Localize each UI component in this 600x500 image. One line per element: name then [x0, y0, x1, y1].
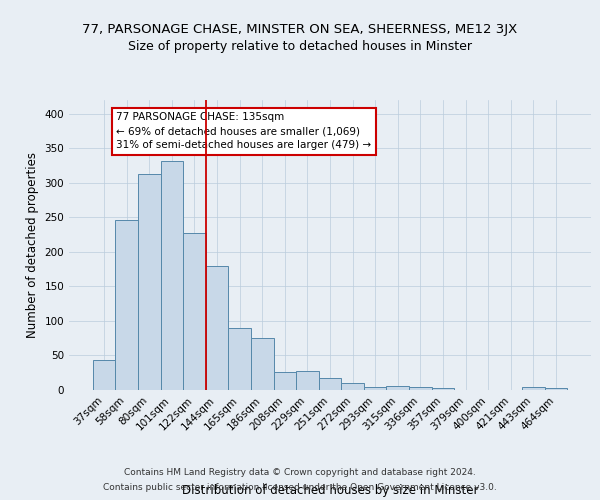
- Bar: [545, 388, 567, 390]
- Text: Size of property relative to detached houses in Minster: Size of property relative to detached ho…: [128, 40, 472, 53]
- Bar: [386, 386, 409, 390]
- Bar: [183, 232, 206, 390]
- Bar: [364, 386, 386, 390]
- Bar: [93, 360, 115, 390]
- Bar: [296, 372, 319, 390]
- Bar: [251, 338, 274, 390]
- Bar: [431, 388, 454, 390]
- Bar: [229, 328, 251, 390]
- Text: 77, PARSONAGE CHASE, MINSTER ON SEA, SHEERNESS, ME12 3JX: 77, PARSONAGE CHASE, MINSTER ON SEA, SHE…: [82, 22, 518, 36]
- Y-axis label: Number of detached properties: Number of detached properties: [26, 152, 39, 338]
- Bar: [341, 383, 364, 390]
- Text: Contains public sector information licensed under the Open Government Licence v3: Contains public sector information licen…: [103, 483, 497, 492]
- Bar: [319, 378, 341, 390]
- Bar: [409, 386, 431, 390]
- Bar: [274, 372, 296, 390]
- Bar: [206, 266, 229, 390]
- X-axis label: Distribution of detached houses by size in Minster: Distribution of detached houses by size …: [182, 484, 478, 498]
- Bar: [161, 161, 183, 390]
- Bar: [522, 387, 545, 390]
- Bar: [138, 174, 161, 390]
- Text: Contains HM Land Registry data © Crown copyright and database right 2024.: Contains HM Land Registry data © Crown c…: [124, 468, 476, 477]
- Text: 77 PARSONAGE CHASE: 135sqm
← 69% of detached houses are smaller (1,069)
31% of s: 77 PARSONAGE CHASE: 135sqm ← 69% of deta…: [116, 112, 371, 150]
- Bar: [115, 220, 138, 390]
